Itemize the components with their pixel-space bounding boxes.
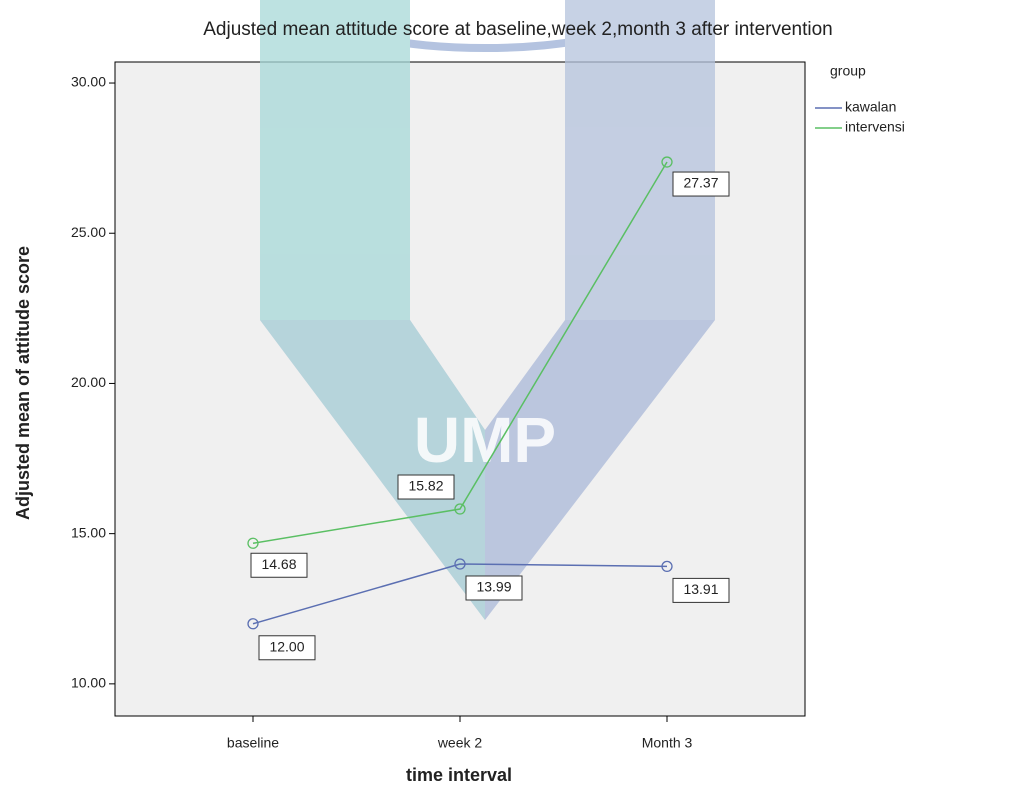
y-tick-label: 25.00	[71, 224, 106, 240]
label-box	[250, 552, 308, 578]
x-tick-label: Month 3	[642, 735, 693, 751]
data-label: 14.68	[261, 556, 296, 572]
label-box	[672, 577, 730, 603]
watermark-shapes	[260, 0, 715, 620]
point	[661, 560, 673, 573]
label-box	[672, 171, 730, 197]
watermark-bar	[565, 0, 715, 320]
y-tick-label: 20.00	[71, 374, 106, 390]
point	[247, 537, 259, 549]
y-axis-label: Adjusted mean of attitude score	[13, 246, 33, 520]
point	[454, 558, 466, 570]
data-label: 27.37	[683, 175, 718, 191]
data-label: 12.00	[269, 638, 304, 654]
point	[661, 156, 673, 168]
data-label: 13.99	[476, 579, 511, 595]
y-tick-label: 30.00	[71, 74, 106, 90]
x-tick-label: week 2	[437, 735, 483, 751]
x-tick-label: baseline	[227, 735, 279, 751]
watermark-text: UMP	[414, 404, 556, 476]
watermark-v	[260, 320, 485, 620]
line	[252, 161, 668, 545]
legend-label: intervensi	[845, 119, 905, 135]
y-tick-label: 10.00	[71, 675, 106, 691]
x-axis-label: time interval	[406, 765, 512, 785]
line	[252, 563, 668, 625]
data-label: 15.82	[408, 478, 443, 494]
label-box	[258, 635, 316, 661]
label-box	[465, 575, 523, 601]
data-label: 13.91	[683, 581, 718, 597]
chart-title: Adjusted mean attitude score at baseline…	[203, 19, 833, 40]
label-box	[397, 474, 455, 500]
legend-label: kawalan	[845, 99, 896, 115]
point	[247, 618, 259, 630]
y-tick-label: 15.00	[71, 524, 106, 540]
point	[454, 503, 466, 515]
legend-title: group	[830, 63, 866, 79]
watermark-bar	[260, 0, 410, 320]
